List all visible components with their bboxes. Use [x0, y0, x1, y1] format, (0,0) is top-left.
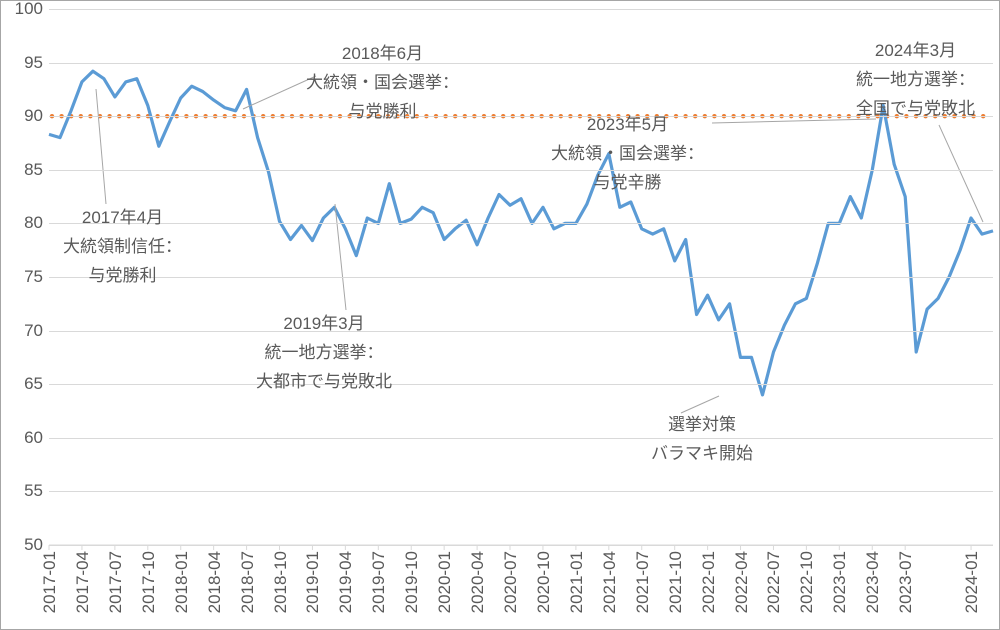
x-axis-label: 2020-10 [534, 551, 554, 613]
gridline [49, 331, 993, 332]
y-axis-label: 55 [3, 481, 43, 501]
x-axis-label: 2017-07 [106, 551, 126, 613]
annotation-line: 与党勝利 [63, 262, 182, 291]
gridline [49, 63, 993, 64]
y-axis-label: 85 [3, 160, 43, 180]
x-axis-label: 2024-01 [962, 551, 982, 613]
annotation-line: 大統領・国会選挙： [551, 140, 704, 169]
gridline [49, 223, 993, 224]
x-axis-label: 2023-04 [863, 551, 883, 613]
annotation-line: 2019年3月 [256, 310, 392, 339]
x-axis-label: 2019-10 [402, 551, 422, 613]
chart-svg [1, 1, 999, 629]
x-axis-label: 2023-01 [830, 551, 850, 613]
annotation-line: 統一地方選挙： [856, 66, 975, 95]
anno-2017-04: 2017年4月大統領制信任：与党勝利 [63, 204, 182, 291]
x-axis-label: 2018-01 [172, 551, 192, 613]
y-axis-label: 70 [3, 321, 43, 341]
gridline [49, 116, 993, 117]
y-axis-label: 100 [3, 0, 43, 19]
gridline [49, 491, 993, 492]
annotation-line: 2024年3月 [856, 37, 975, 66]
y-axis-label: 50 [3, 535, 43, 555]
annotation-line: 2018年6月 [306, 40, 459, 69]
gridline [49, 438, 993, 439]
chart-container: 50 55 60 65 70 75 80 85 90 95 100 2017-01 2017-04 201… [0, 0, 1000, 630]
gridline [49, 277, 993, 278]
anno-baramaki: 選挙対策バラマキ開始 [651, 411, 753, 469]
annotation-line: 大都市で与党敗北 [256, 368, 392, 397]
anno-2023-05: 2023年5月大統領・国会選挙：与党辛勝 [551, 111, 704, 198]
annotation-line: 全国で与党敗北 [856, 95, 975, 124]
x-axis-label: 2022-07 [764, 551, 784, 613]
annotation-line: 与党辛勝 [551, 169, 704, 198]
x-axis-label: 2017-04 [73, 551, 93, 613]
y-axis-label: 95 [3, 53, 43, 73]
annotation-line: 2017年4月 [63, 204, 182, 233]
annotation-leader [96, 89, 106, 204]
annotation-line: バラマキ開始 [651, 440, 753, 469]
annotation-line: 大統領・国会選挙： [306, 69, 459, 98]
x-axis-label: 2021-01 [567, 551, 587, 613]
annotation-leader [939, 125, 983, 222]
annotation-line: 選挙対策 [651, 411, 753, 440]
y-axis-label: 65 [3, 374, 43, 394]
x-axis-label: 2018-04 [205, 551, 225, 613]
x-axis-label: 2022-04 [732, 551, 752, 613]
x-axis-label: 2022-10 [797, 551, 817, 613]
x-axis-label: 2018-07 [238, 551, 258, 613]
annotation-line: 2023年5月 [551, 111, 704, 140]
x-axis-label: 2020-07 [501, 551, 521, 613]
gridline [49, 384, 993, 385]
x-axis-label: 2021-10 [666, 551, 686, 613]
annotation-line: 大統領制信任： [63, 233, 182, 262]
anno-2018-06: 2018年6月大統領・国会選挙：与党勝利 [306, 40, 459, 127]
x-axis-label: 2022-01 [699, 551, 719, 613]
anno-2019-03: 2019年3月統一地方選挙：大都市で与党敗北 [256, 310, 392, 397]
x-axis-label: 2017-10 [139, 551, 159, 613]
x-axis-label: 2023-07 [896, 551, 916, 613]
x-axis-label: 2017-01 [40, 551, 60, 613]
y-axis-label: 90 [3, 106, 43, 126]
anno-2024-03: 2024年3月統一地方選挙：全国で与党敗北 [856, 37, 975, 124]
y-axis-label: 60 [3, 428, 43, 448]
gridline [49, 545, 993, 546]
gridline [49, 170, 993, 171]
x-axis-label: 2018-10 [271, 551, 291, 613]
gridline [49, 9, 993, 10]
x-axis-label: 2019-04 [336, 551, 356, 613]
x-axis-label: 2020-01 [435, 551, 455, 613]
x-axis-label: 2021-04 [600, 551, 620, 613]
x-axis-label: 2019-07 [369, 551, 389, 613]
x-axis-label: 2020-04 [468, 551, 488, 613]
annotation-line: 与党勝利 [306, 98, 459, 127]
annotation-line: 統一地方選挙： [256, 339, 392, 368]
y-axis-label: 80 [3, 213, 43, 233]
x-axis-label: 2019-01 [303, 551, 323, 613]
x-axis-label: 2021-07 [633, 551, 653, 613]
annotation-leader [712, 119, 876, 123]
y-axis-label: 75 [3, 267, 43, 287]
